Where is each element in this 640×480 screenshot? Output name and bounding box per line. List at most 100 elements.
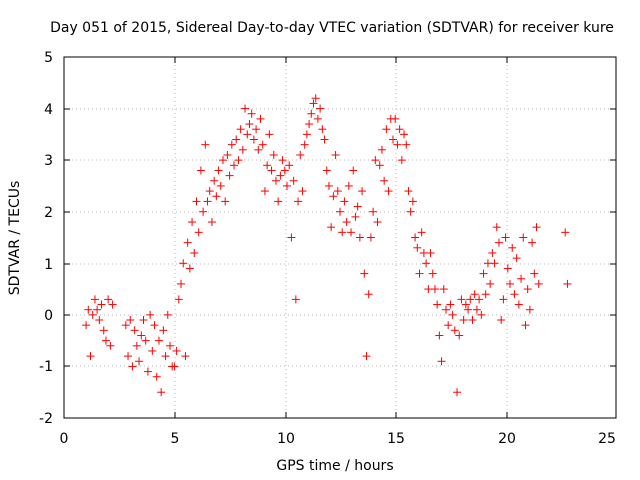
data-point: [532, 223, 541, 232]
data-point: [479, 269, 488, 278]
data-point: [464, 305, 473, 314]
data-point: [274, 197, 283, 206]
data-point: [289, 176, 298, 185]
data-point: [327, 223, 336, 232]
data-point: [444, 321, 453, 330]
data-point: [439, 285, 448, 294]
data-point: [216, 181, 225, 190]
data-point: [411, 233, 420, 242]
data-point: [477, 310, 486, 319]
data-point: [563, 279, 572, 288]
data-point: [82, 321, 91, 330]
data-point: [517, 274, 526, 283]
data-point: [101, 336, 110, 345]
data-point: [475, 295, 484, 304]
data-point: [223, 150, 232, 159]
data-point: [249, 135, 258, 144]
data-point: [230, 161, 239, 170]
data-point: [278, 156, 287, 165]
data-point: [296, 150, 305, 159]
data-points: [82, 94, 572, 397]
data-point: [121, 321, 130, 330]
data-point: [508, 243, 517, 252]
data-point: [170, 362, 179, 371]
data-point: [324, 181, 333, 190]
data-point: [256, 114, 265, 123]
data-point: [161, 352, 170, 361]
data-point: [316, 104, 325, 113]
data-point: [391, 114, 400, 123]
data-point: [366, 233, 375, 242]
data-point: [276, 171, 285, 180]
plot-frame: [63, 56, 617, 419]
data-point: [342, 218, 351, 227]
data-point: [406, 207, 415, 216]
data-point: [263, 161, 272, 170]
data-point: [344, 181, 353, 190]
y-tick-label: 5: [44, 50, 53, 66]
data-point: [132, 341, 141, 350]
data-point: [97, 300, 106, 309]
data-point: [393, 140, 402, 149]
data-point: [294, 197, 303, 206]
data-point: [400, 130, 409, 139]
data-point: [380, 176, 389, 185]
data-point: [201, 140, 210, 149]
data-point: [501, 233, 510, 242]
data-point: [236, 125, 245, 134]
data-point: [360, 269, 369, 278]
chart-title: Day 051 of 2015, Sidereal Day-to-day VTE…: [50, 20, 614, 36]
data-point: [135, 357, 144, 366]
y-tick-label: -2: [39, 411, 53, 427]
data-point: [291, 295, 300, 304]
data-point: [90, 295, 99, 304]
data-point: [159, 326, 168, 335]
data-point: [433, 300, 442, 309]
data-point: [241, 104, 250, 113]
data-point: [453, 388, 462, 397]
data-point: [404, 187, 413, 196]
data-point: [448, 310, 457, 319]
data-point: [371, 156, 380, 165]
data-point: [245, 120, 254, 129]
data-point: [269, 150, 278, 159]
y-tick-label: 0: [44, 308, 53, 324]
data-point: [435, 331, 444, 340]
data-point: [373, 218, 382, 227]
data-point: [252, 125, 261, 134]
data-point: [437, 357, 446, 366]
data-point: [214, 166, 223, 175]
data-point: [225, 171, 234, 180]
data-point: [349, 166, 358, 175]
data-point: [514, 300, 523, 309]
data-point: [124, 352, 133, 361]
data-point: [388, 135, 397, 144]
data-point: [210, 176, 219, 185]
data-point: [99, 326, 108, 335]
data-point: [408, 197, 417, 206]
data-point: [492, 223, 501, 232]
y-tick-label: 4: [44, 102, 53, 118]
data-point: [243, 130, 252, 139]
data-point: [221, 197, 230, 206]
data-point: [455, 331, 464, 340]
data-point: [329, 192, 338, 201]
data-point: [234, 156, 243, 165]
data-point: [300, 140, 309, 149]
data-point: [88, 310, 97, 319]
data-point: [311, 94, 320, 103]
data-point: [528, 238, 537, 247]
data-point: [192, 197, 201, 206]
data-point: [137, 331, 146, 340]
data-point: [355, 233, 364, 242]
data-point: [194, 228, 203, 237]
data-point: [338, 228, 347, 237]
data-point: [320, 135, 329, 144]
data-point: [351, 212, 360, 221]
data-point: [203, 197, 212, 206]
data-point: [280, 166, 289, 175]
data-point: [523, 285, 532, 294]
data-point: [331, 150, 340, 159]
data-point: [165, 341, 174, 350]
data-point: [497, 316, 506, 325]
